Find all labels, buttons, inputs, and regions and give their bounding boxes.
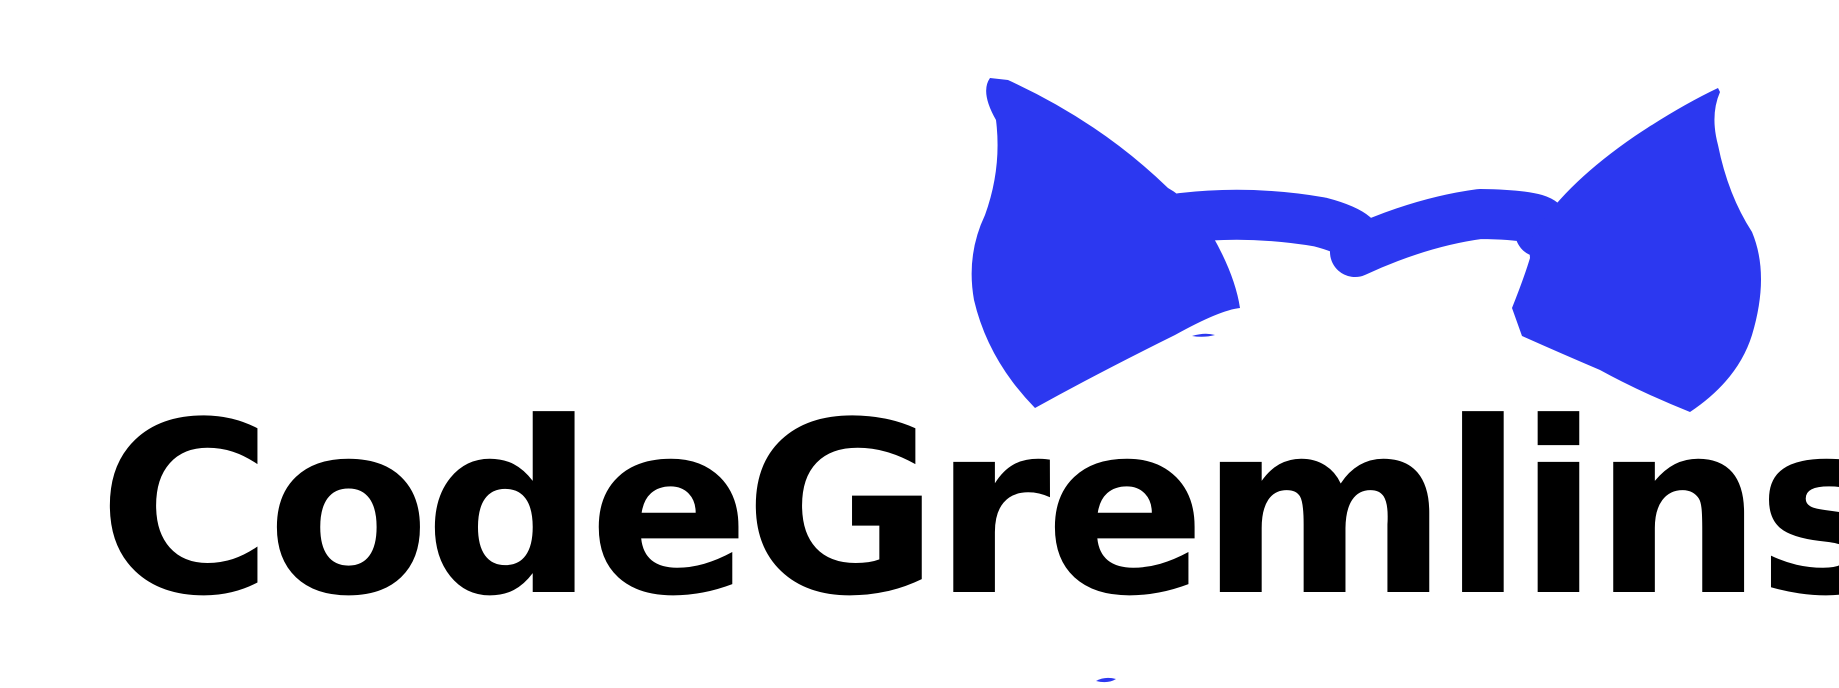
wordmark: CodeGremlins [98, 372, 1839, 649]
left-ear [971, 78, 1240, 408]
ear-band [1157, 189, 1569, 277]
paint-speck [1096, 677, 1116, 683]
right-ear [1512, 88, 1761, 412]
paint-speck [1192, 333, 1215, 337]
ear-shapes [971, 78, 1761, 683]
